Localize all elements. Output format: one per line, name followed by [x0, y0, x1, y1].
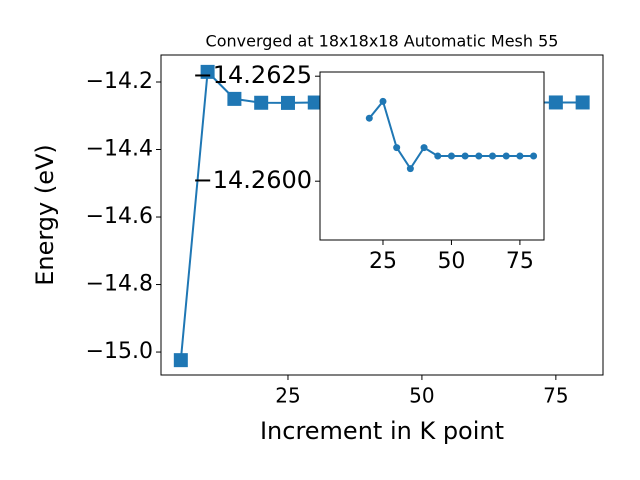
axes-frame — [319, 71, 545, 241]
marker — [516, 152, 524, 160]
marker — [280, 95, 295, 110]
marker — [530, 152, 538, 160]
axes-frame — [160, 54, 604, 376]
marker — [461, 152, 469, 160]
marker — [393, 144, 401, 152]
y-tick-label: −14.4 — [86, 137, 153, 162]
marker — [447, 152, 455, 160]
y-tick-label: −14.2600 — [193, 166, 312, 194]
y-axis-label: Energy (eV) — [31, 144, 59, 286]
y-tick-label: −14.2 — [86, 69, 153, 94]
marker — [307, 95, 322, 110]
chart-title: Converged at 18x18x18 Automatic Mesh 55 — [206, 32, 559, 51]
marker — [575, 95, 590, 110]
marker — [475, 152, 483, 160]
x-tick-label: 50 — [409, 384, 434, 408]
marker — [173, 353, 188, 368]
x-tick-label: 75 — [543, 384, 568, 408]
y-tick-label: −14.6 — [86, 204, 153, 229]
marker — [502, 152, 510, 160]
y-tick-label: −15.0 — [86, 339, 153, 364]
x-axis-label: Increment in K point — [260, 417, 504, 445]
y-tick-label: −14.2625 — [193, 61, 312, 89]
marker — [227, 91, 242, 106]
marker — [406, 165, 414, 173]
x-tick-label: 25 — [369, 249, 397, 274]
marker — [254, 95, 269, 110]
marker — [489, 152, 497, 160]
marker — [420, 144, 428, 152]
marker — [548, 95, 563, 110]
marker — [365, 114, 373, 122]
marker — [200, 64, 215, 79]
marker — [434, 152, 442, 160]
plot-area — [365, 97, 538, 173]
x-tick-label: 75 — [506, 249, 534, 274]
marker — [379, 97, 387, 105]
x-tick-label: 50 — [437, 249, 465, 274]
x-tick-label: 25 — [275, 384, 300, 408]
y-tick-label: −14.8 — [86, 272, 153, 297]
